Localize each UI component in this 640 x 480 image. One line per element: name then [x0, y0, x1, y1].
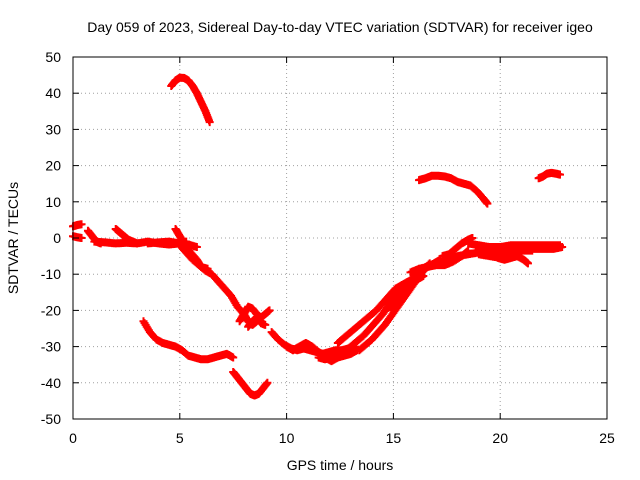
y-tick-label: 20 — [45, 158, 61, 174]
data-point-marks — [474, 246, 537, 262]
y-axis-label: SDTVAR / TECUs — [5, 182, 21, 294]
chart-title: Day 059 of 2023, Sidereal Day-to-day VTE… — [87, 19, 593, 35]
series-arc-5 — [111, 224, 142, 248]
y-tick-label: 40 — [45, 85, 61, 101]
x-tick-label: 15 — [386, 430, 402, 446]
y-tick-label: -10 — [41, 266, 61, 282]
series-arc-27 — [534, 168, 565, 183]
data-point-marks — [244, 313, 270, 331]
series-arc-12 — [139, 317, 238, 364]
x-axis-label: GPS time / hours — [287, 457, 394, 473]
x-tick-label: 25 — [599, 430, 615, 446]
y-tick-label: 30 — [45, 121, 61, 137]
x-tick-label: 5 — [176, 430, 184, 446]
grid-lines — [73, 57, 607, 419]
y-tick-labels: 50 40 30 20 10 0 -10 -20 -30 -40 -50 — [41, 49, 61, 427]
data-point-marks — [167, 73, 214, 127]
data-point-marks — [111, 224, 142, 248]
data-point-marks — [171, 224, 212, 273]
series-arc-7 — [171, 224, 212, 273]
y-tick-label: -50 — [41, 411, 61, 427]
y-tick-label: 50 — [45, 49, 61, 65]
data-point-marks — [415, 171, 492, 208]
data-point-marks — [69, 232, 86, 242]
series-arc-19 — [387, 272, 428, 315]
series-arc-26 — [415, 171, 492, 208]
series-arc-10 — [244, 313, 270, 331]
series-arc-1 — [69, 232, 86, 242]
series-arc-25 — [474, 246, 537, 262]
y-tick-label: -20 — [41, 302, 61, 318]
data-point-marks — [139, 317, 238, 364]
data-point-marks — [229, 367, 272, 400]
y-tick-label: -40 — [41, 375, 61, 391]
x-tick-label: 20 — [492, 430, 508, 446]
x-tick-label: 10 — [279, 430, 295, 446]
data-point-marks — [534, 168, 565, 183]
y-tick-label: 0 — [53, 230, 61, 246]
data-point-marks — [387, 272, 428, 315]
series-arc-13 — [229, 367, 272, 400]
data-points — [69, 73, 567, 400]
y-tick-label: -30 — [41, 339, 61, 355]
y-tick-label: 10 — [45, 194, 61, 210]
data-point-marks — [69, 220, 86, 231]
axis-ticks — [72, 56, 608, 420]
series-arc-11 — [167, 73, 214, 127]
x-tick-label: 0 — [69, 430, 77, 446]
series-arc-2 — [69, 220, 86, 231]
x-tick-labels: 0 5 10 15 20 25 — [69, 430, 615, 446]
